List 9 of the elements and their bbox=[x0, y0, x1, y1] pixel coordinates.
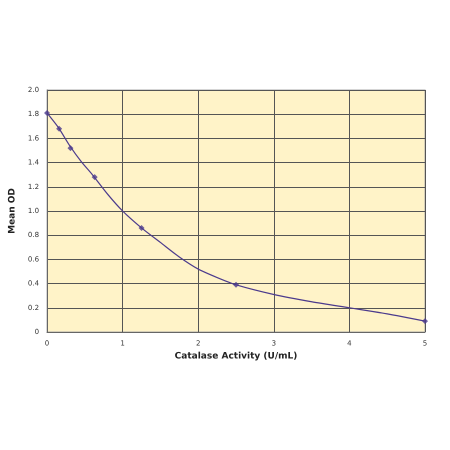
y-axis-title: Mean OD bbox=[8, 188, 18, 234]
point bbox=[138, 224, 145, 231]
point bbox=[44, 110, 50, 116]
point bbox=[56, 126, 62, 132]
point bbox=[67, 145, 74, 152]
point bbox=[233, 282, 240, 288]
point bbox=[92, 174, 98, 180]
point bbox=[422, 318, 428, 324]
x-axis-title: Catalase Activity (U/mL) bbox=[174, 351, 298, 362]
